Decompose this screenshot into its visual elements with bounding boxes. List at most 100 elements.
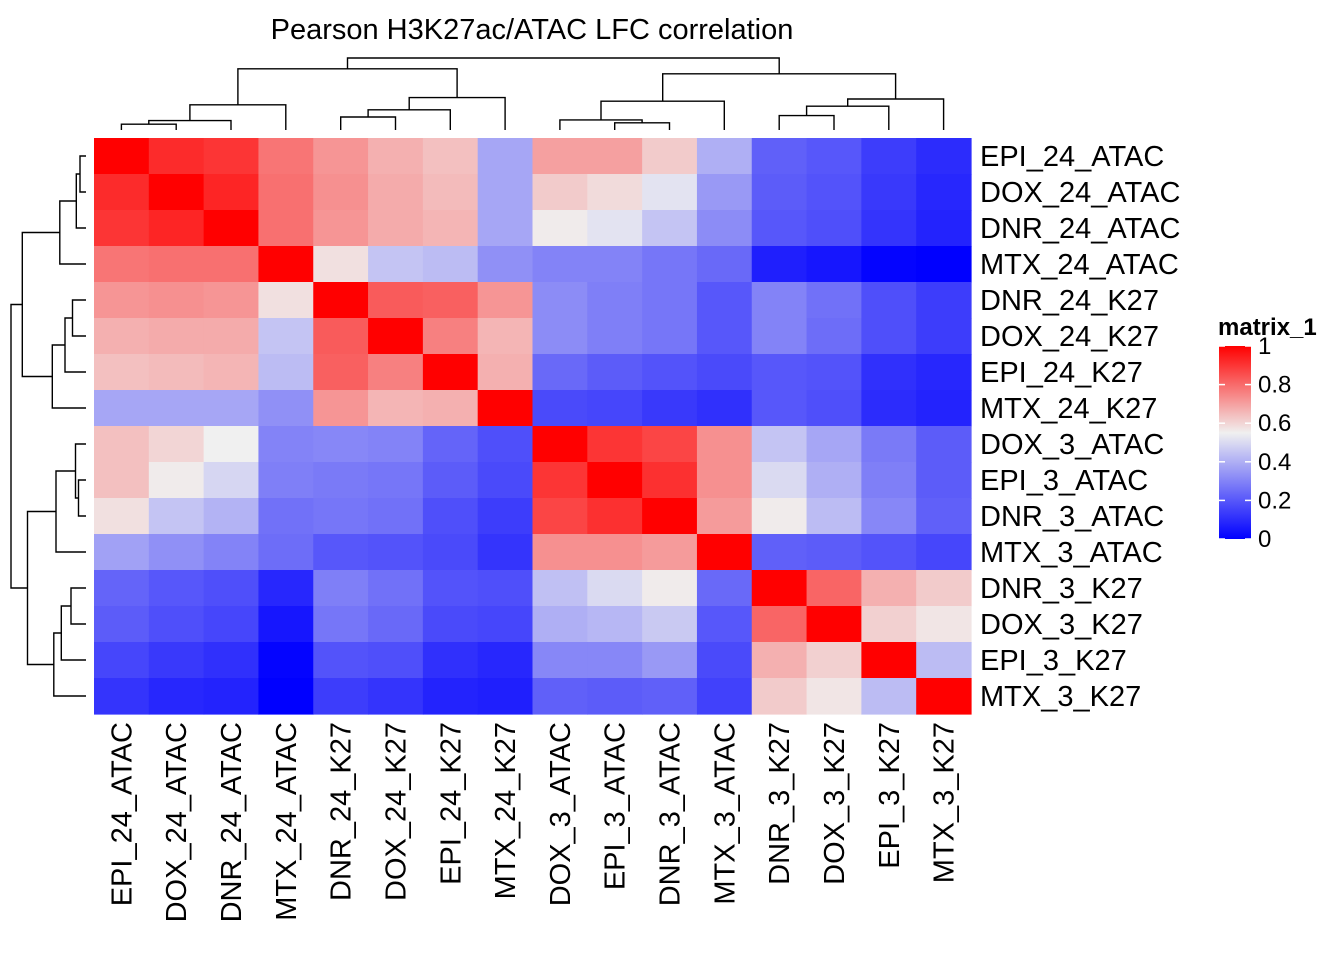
heatmap-cell bbox=[916, 534, 972, 571]
legend-color-bar bbox=[1219, 346, 1251, 539]
column-label: DOX_24_ATAC bbox=[161, 722, 193, 922]
heatmap-cell bbox=[642, 390, 698, 427]
heatmap-cell bbox=[642, 354, 698, 391]
heatmap-cell bbox=[258, 642, 314, 679]
heatmap-cell bbox=[258, 570, 314, 607]
dendrogram-branch bbox=[805, 105, 890, 130]
row-label: DOX_24_K27 bbox=[980, 321, 1159, 353]
legend-tick-label: 0.6 bbox=[1258, 410, 1291, 437]
heatmap-cell bbox=[587, 174, 643, 211]
heatmap-cell bbox=[806, 246, 862, 283]
heatmap-cell bbox=[642, 426, 698, 463]
heatmap-cell bbox=[368, 354, 424, 391]
heatmap-cell bbox=[477, 174, 534, 211]
heatmap-cell bbox=[696, 390, 753, 427]
dendrogram-branch bbox=[59, 200, 86, 265]
heatmap-cell bbox=[422, 318, 479, 355]
heatmap-cell bbox=[587, 570, 643, 607]
heatmap-cell bbox=[751, 282, 808, 319]
heatmap-cell bbox=[532, 246, 588, 283]
heatmap-cell bbox=[313, 498, 369, 535]
heatmap-cell bbox=[696, 138, 753, 175]
heatmap-cell bbox=[477, 138, 534, 175]
column-label: DNR_24_ATAC bbox=[216, 722, 248, 922]
heatmap-cell bbox=[422, 606, 479, 643]
row-label: EPI_3_K27 bbox=[980, 645, 1127, 677]
legend-tick-label: 0 bbox=[1258, 526, 1271, 553]
dendrogram-branch bbox=[79, 155, 86, 193]
heatmap-cell bbox=[258, 246, 314, 283]
heatmap-cell bbox=[203, 426, 260, 463]
heatmap-cell bbox=[422, 462, 479, 499]
heatmap-cell bbox=[587, 210, 643, 247]
row-label: DNR_3_K27 bbox=[980, 573, 1143, 605]
legend-tick-label: 0.2 bbox=[1258, 487, 1291, 514]
heatmap-cell bbox=[94, 282, 150, 319]
heatmap-cell bbox=[368, 210, 424, 247]
heatmap-cell bbox=[916, 606, 972, 643]
row-label: DOX_3_K27 bbox=[980, 609, 1143, 641]
heatmap-cell bbox=[313, 354, 369, 391]
column-label: EPI_24_ATAC bbox=[106, 722, 138, 906]
heatmap-cell bbox=[751, 498, 808, 535]
heatmap-cell bbox=[806, 570, 862, 607]
heatmap-cell bbox=[313, 570, 369, 607]
dendrogram-branch bbox=[662, 73, 897, 102]
heatmap-cell bbox=[368, 606, 424, 643]
heatmap-cell bbox=[368, 678, 424, 715]
heatmap-cell bbox=[642, 210, 698, 247]
heatmap-cell bbox=[861, 246, 917, 283]
heatmap-cell bbox=[751, 318, 808, 355]
column-label: EPI_3_K27 bbox=[874, 722, 906, 869]
heatmap-cell bbox=[532, 678, 588, 715]
heatmap-cell bbox=[422, 498, 479, 535]
column-label: DOX_3_K27 bbox=[819, 722, 851, 885]
heatmap-cell bbox=[368, 426, 424, 463]
dendrogram-branch bbox=[10, 303, 28, 589]
heatmap-cell bbox=[642, 282, 698, 319]
heatmap-cell bbox=[642, 570, 698, 607]
heatmap-cell bbox=[368, 138, 424, 175]
heatmap-cell bbox=[203, 534, 260, 571]
heatmap-cell bbox=[532, 138, 588, 175]
heatmap-cell bbox=[94, 246, 150, 283]
heatmap-cell bbox=[806, 534, 862, 571]
legend-ticks: 0 0.2 0.4 0.6 0.8 1 bbox=[1219, 333, 1291, 553]
heatmap-cell bbox=[258, 498, 314, 535]
heatmap-cell bbox=[642, 174, 698, 211]
heatmap-cell bbox=[313, 246, 369, 283]
legend-title: matrix_1 bbox=[1218, 314, 1317, 341]
heatmap-cell bbox=[203, 354, 260, 391]
heatmap-cell bbox=[587, 498, 643, 535]
heatmap-cell bbox=[94, 462, 150, 499]
heatmap-cell bbox=[861, 570, 917, 607]
heatmap-cell bbox=[696, 570, 753, 607]
heatmap-cell bbox=[203, 174, 260, 211]
heatmap-cell bbox=[148, 678, 205, 715]
heatmap-cell bbox=[806, 138, 862, 175]
row-dendrogram bbox=[10, 155, 86, 697]
heatmap-cell bbox=[94, 390, 150, 427]
heatmap-cell bbox=[203, 390, 260, 427]
heatmap-cell bbox=[258, 678, 314, 715]
heatmap-cell bbox=[916, 498, 972, 535]
heatmap-cell bbox=[258, 462, 314, 499]
heatmap-cell bbox=[696, 498, 753, 535]
heatmap-cell bbox=[806, 462, 862, 499]
row-label: MTX_3_K27 bbox=[980, 681, 1141, 713]
heatmap-cell bbox=[587, 390, 643, 427]
heatmap-cell bbox=[313, 174, 369, 211]
heatmap-cell bbox=[751, 426, 808, 463]
heatmap-cell bbox=[751, 534, 808, 571]
heatmap-cell bbox=[368, 282, 424, 319]
row-label: DNR_3_ATAC bbox=[980, 501, 1164, 533]
heatmap-cell bbox=[148, 426, 205, 463]
column-labels: EPI_24_ATAC DOX_24_ATAC DNR_24_ATAC MTX_24_… bbox=[106, 722, 960, 922]
heatmap-cell bbox=[806, 390, 862, 427]
heatmap-cell bbox=[751, 462, 808, 499]
dendrogram-branch bbox=[71, 299, 86, 337]
heatmap-cell bbox=[422, 138, 479, 175]
dendrogram-branch bbox=[778, 114, 835, 130]
dendrogram-branch bbox=[51, 344, 86, 409]
